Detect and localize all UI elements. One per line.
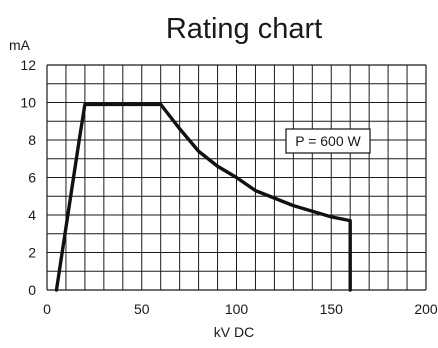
x-tick-label: 0 (43, 301, 51, 317)
y-tick-label: 4 (28, 207, 36, 223)
series-layer (54, 102, 352, 292)
x-tick-label: 150 (320, 301, 344, 317)
y-tick-label: 2 (28, 245, 36, 261)
x-tick-label: 200 (414, 301, 438, 317)
grid-lines (46, 64, 427, 291)
y-tick-label: 12 (20, 57, 36, 73)
y-tick-label: 8 (28, 132, 36, 148)
y-tick-label: 0 (28, 282, 36, 298)
tick-labels: 0 2 4 6 8 10 12 0 50 100 150 200 (20, 57, 437, 317)
x-axis-label: kV DC (214, 324, 254, 340)
y-axis-unit-label: mA (9, 37, 31, 53)
chart-title: Rating chart (166, 13, 322, 45)
rating-curve-line (54, 102, 352, 292)
y-tick-label: 10 (20, 95, 36, 111)
y-tick-label: 6 (28, 170, 36, 186)
annotation-box (285, 128, 371, 154)
x-tick-label: 50 (134, 301, 150, 317)
power-annotation: P = 600 W (285, 128, 371, 154)
x-tick-label: 100 (225, 301, 249, 317)
annotation-text: P = 600 W (295, 133, 361, 149)
